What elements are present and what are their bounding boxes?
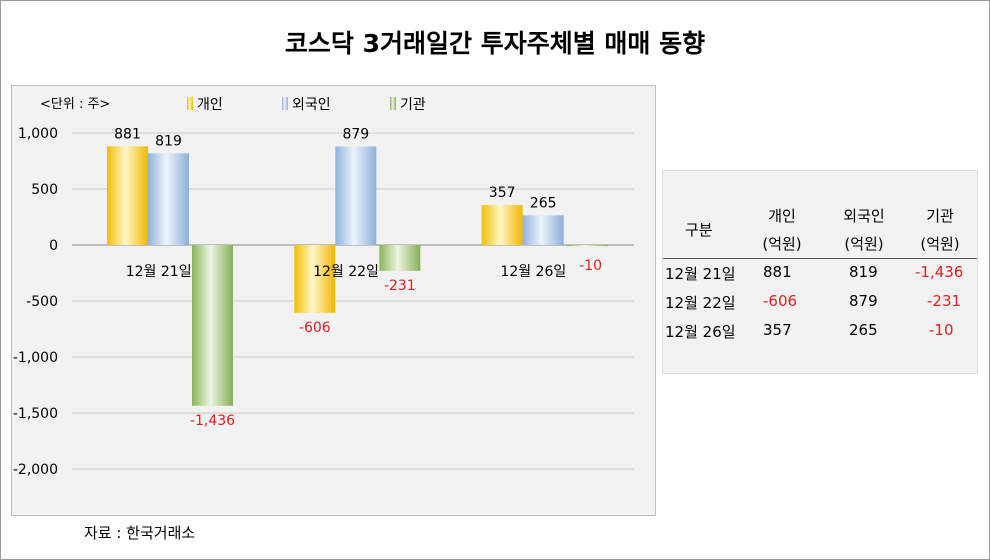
legend-label: 외국인 (292, 97, 331, 113)
unit-label: <단위 : 주> (40, 97, 110, 112)
data-label: 265 (530, 195, 557, 211)
bar-chart: 1,000 500 0 -500 -1,000 -1,500 -2,000 881 -606 3… (13, 97, 634, 478)
y-tick-label: -1,500 (13, 406, 58, 422)
x-category-label: 12월 26일 (500, 264, 566, 280)
table-cell-individual: 357 (763, 321, 792, 339)
table-header-foreign: 외국인 (843, 207, 885, 225)
data-label: 357 (489, 185, 516, 201)
x-category-label: 12월 21일 (126, 264, 192, 280)
y-tick-label: 500 (31, 182, 58, 198)
table-header-institution-unit: (억원) (920, 235, 960, 253)
data-label: -606 (299, 320, 331, 336)
table-header-divider (663, 258, 977, 259)
table-cell-foreign: 265 (849, 321, 878, 339)
table-cell-foreign: 879 (849, 292, 878, 310)
chart-area: 1,000 500 0 -500 -1,000 -1,500 -2,000 881 -606 3… (11, 85, 656, 516)
source-note: 자료 : 한국거래소 (84, 524, 196, 542)
bar (379, 245, 421, 271)
table-cell-institution: -1,436 (915, 263, 964, 281)
bar (294, 245, 336, 313)
table-cell-institution: -231 (927, 292, 962, 310)
table-header-foreign-unit: (억원) (844, 235, 884, 253)
bar (107, 146, 148, 245)
summary-table: 구분 개인 (억원) 외국인 (억원) 기관 (억원) 12월 21일 881 … (662, 170, 978, 374)
table-header-individual-unit: (억원) (762, 235, 802, 253)
table-cell-individual: -606 (763, 292, 798, 310)
table-row-date: 12월 21일 (665, 265, 736, 283)
table-row-date: 12월 22일 (665, 294, 736, 312)
bar (522, 215, 564, 245)
chart-title: 코스닥 3거래일간 투자주체별 매매 동향 (284, 29, 706, 58)
table-header-institution: 기관 (926, 207, 954, 225)
data-label: -1,436 (190, 413, 235, 429)
data-label: -10 (579, 258, 602, 274)
data-label: -231 (384, 278, 416, 294)
legend-swatch (282, 97, 288, 110)
data-label: 881 (114, 126, 141, 142)
y-tick-label: 1,000 (18, 126, 58, 142)
table-cell-foreign: 819 (849, 263, 878, 281)
y-tick-label: -500 (26, 294, 58, 310)
table-cell-individual: 881 (763, 263, 792, 281)
y-tick-label: -2,000 (13, 462, 58, 478)
legend-swatch (390, 97, 396, 110)
table-header-individual: 개인 (768, 207, 796, 225)
legend-label: 개인 (197, 97, 223, 113)
y-tick-label: -1,000 (13, 350, 58, 366)
bar (335, 146, 377, 245)
table-header-category: 구분 (685, 221, 713, 239)
data-label: 819 (155, 133, 182, 149)
y-tick-label: 0 (49, 238, 58, 254)
bar (192, 245, 233, 406)
legend-swatch (187, 97, 193, 110)
x-category-label: 12월 22일 (313, 264, 379, 280)
bar (481, 205, 523, 245)
table-row-date: 12월 26일 (665, 323, 736, 341)
table-cell-institution: -10 (929, 321, 954, 339)
data-label: 879 (342, 127, 369, 143)
bar (148, 153, 189, 245)
bar (566, 245, 608, 247)
legend-label: 기관 (400, 97, 426, 113)
